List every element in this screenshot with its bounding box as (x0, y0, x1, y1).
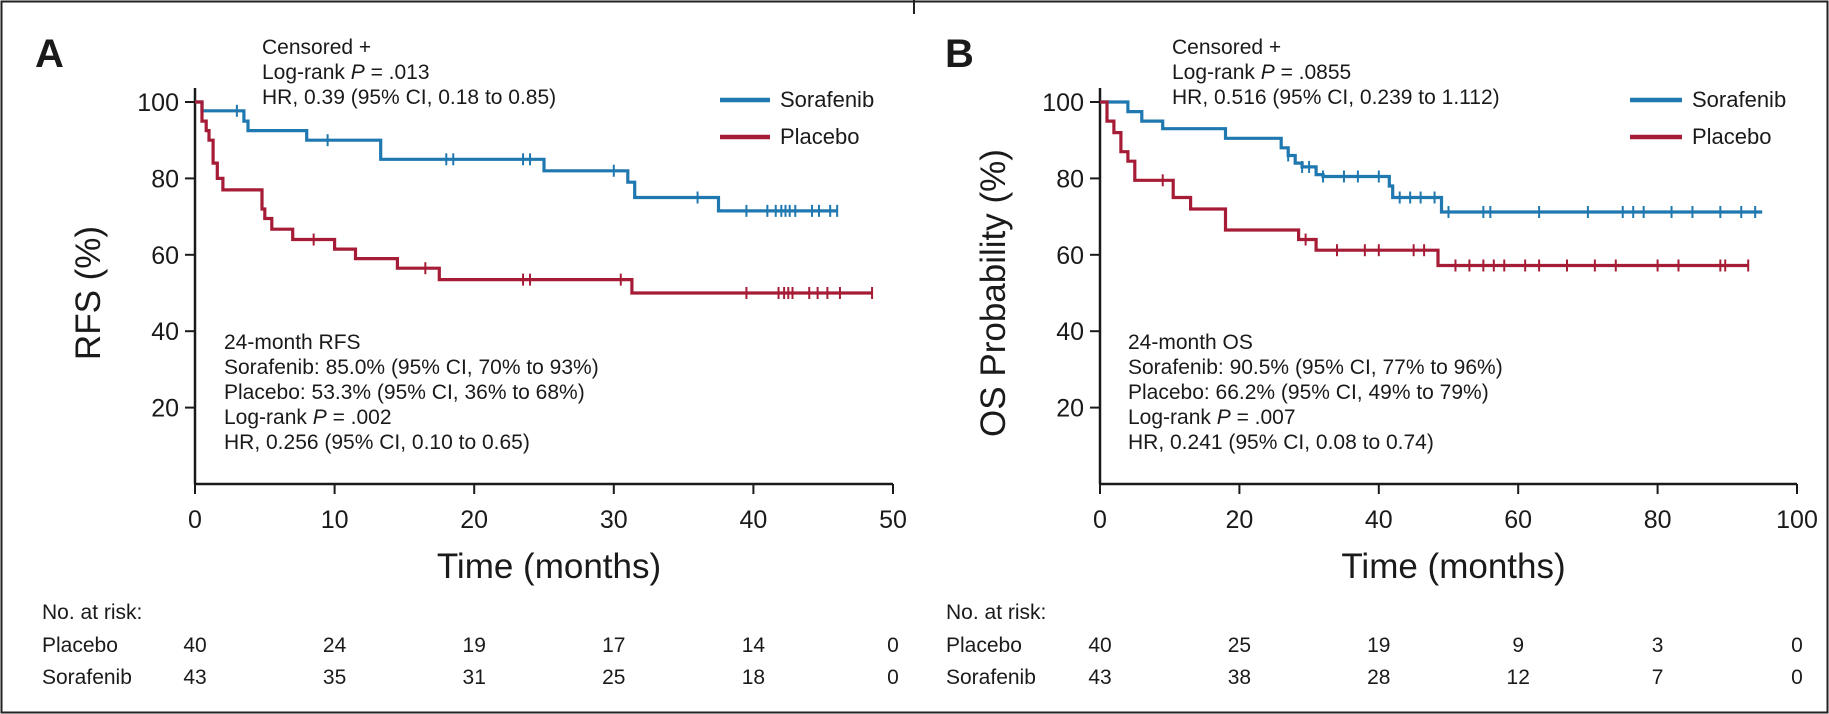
km-curve-sorafenib (1100, 100, 1763, 214)
stat-bottom-line: Sorafenib: 85.0% (95% CI, 70% to 93%) (224, 356, 599, 379)
risk-count: 19 (463, 634, 486, 657)
stat-top-line: Log-rank P = .0855 (1172, 61, 1351, 84)
y-tick-label: 100 (137, 89, 179, 117)
y-axis-title: OS Probability (%) (974, 149, 1013, 437)
risk-count: 18 (742, 666, 765, 689)
x-tick-label: 0 (1093, 506, 1107, 534)
risk-row-label-placebo: Placebo (946, 634, 1022, 657)
risk-count: 40 (1088, 634, 1111, 657)
risk-row-label-sorafenib: Sorafenib (42, 666, 132, 689)
x-tick-label: 20 (1225, 506, 1253, 534)
legend-label-sorafenib: Sorafenib (780, 87, 874, 112)
risk-count: 9 (1512, 634, 1524, 657)
risk-count: 35 (323, 666, 346, 689)
risk-count: 19 (1367, 634, 1390, 657)
legend-label-placebo: Placebo (780, 124, 860, 149)
x-axis-title: Time (months) (1341, 547, 1565, 586)
y-tick-label: 60 (1056, 242, 1084, 270)
risk-count: 43 (183, 666, 206, 689)
stat-top-line: Log-rank P = .013 (262, 61, 430, 84)
x-tick-label: 0 (188, 506, 202, 534)
risk-count: 28 (1367, 666, 1390, 689)
risk-count: 24 (323, 634, 347, 657)
risk-count: 0 (887, 666, 899, 689)
risk-count: 17 (602, 634, 625, 657)
risk-count: 0 (1791, 666, 1803, 689)
risk-count: 43 (1088, 666, 1111, 689)
x-tick-label: 40 (739, 506, 767, 534)
y-tick-label: 80 (1056, 165, 1084, 193)
risk-count: 0 (887, 634, 899, 657)
stat-bottom-line: HR, 0.256 (95% CI, 0.10 to 0.65) (224, 431, 530, 454)
panel-letter-b: B (945, 32, 974, 76)
risk-count: 0 (1791, 634, 1803, 657)
x-tick-label: 50 (879, 506, 907, 534)
risk-count: 14 (742, 634, 766, 657)
risk-count: 25 (602, 666, 625, 689)
risk-count: 7 (1652, 666, 1664, 689)
legend-label-placebo: Placebo (1692, 124, 1772, 149)
y-tick-label: 40 (151, 318, 179, 346)
censored-legend: Censored + (1172, 36, 1281, 59)
km-curve-placebo (1100, 100, 1749, 268)
y-tick-label: 20 (1056, 395, 1084, 423)
risk-row-label-placebo: Placebo (42, 634, 118, 657)
panel-a: A 20 40 60 80 100 0 10 20 30 40 50 Time (months) RFS … (35, 32, 907, 689)
risk-count: 38 (1228, 666, 1251, 689)
stat-bottom-line: 24-month RFS (224, 331, 361, 354)
y-tick-label: 40 (1056, 318, 1084, 346)
stat-bottom-line: Placebo: 66.2% (95% CI, 49% to 79%) (1128, 381, 1489, 404)
stat-top-line: HR, 0.39 (95% CI, 0.18 to 0.85) (262, 86, 556, 109)
risk-count: 12 (1507, 666, 1530, 689)
y-tick-label: 80 (151, 165, 179, 193)
stat-bottom-line: Placebo: 53.3% (95% CI, 36% to 68%) (224, 381, 585, 404)
x-tick-label: 20 (460, 506, 488, 534)
legend-label-sorafenib: Sorafenib (1692, 87, 1786, 112)
x-tick-label: 40 (1365, 506, 1393, 534)
stat-bottom-line: HR, 0.241 (95% CI, 0.08 to 0.74) (1128, 431, 1434, 454)
stat-bottom-line: Sorafenib: 90.5% (95% CI, 77% to 96%) (1128, 356, 1503, 379)
censored-legend: Censored + (262, 36, 371, 59)
risk-table-title: No. at risk: (946, 601, 1046, 624)
panel-b: B 20 40 60 80 100 0 20 40 60 80 100 Time (months) OS … (945, 32, 1818, 689)
km-curve-placebo (195, 100, 873, 295)
x-tick-label: 60 (1504, 506, 1532, 534)
risk-count: 31 (463, 666, 486, 689)
y-tick-label: 20 (151, 395, 179, 423)
x-tick-label: 80 (1644, 506, 1672, 534)
x-tick-label: 100 (1776, 506, 1818, 534)
risk-row-label-sorafenib: Sorafenib (946, 666, 1036, 689)
km-curve-sorafenib (195, 100, 838, 213)
x-axis-title: Time (months) (437, 547, 661, 586)
risk-count: 3 (1652, 634, 1664, 657)
y-tick-label: 60 (151, 242, 179, 270)
panel-letter-a: A (35, 32, 64, 76)
x-tick-label: 10 (321, 506, 349, 534)
risk-table-title: No. at risk: (42, 601, 142, 624)
x-tick-label: 30 (600, 506, 628, 534)
risk-count: 25 (1228, 634, 1251, 657)
risk-count: 40 (183, 634, 206, 657)
stat-bottom-line: 24-month OS (1128, 331, 1253, 354)
y-axis-title: RFS (%) (69, 226, 108, 360)
stat-top-line: HR, 0.516 (95% CI, 0.239 to 1.112) (1172, 86, 1500, 109)
stat-bottom-line: Log-rank P = .007 (1128, 406, 1296, 429)
y-tick-label: 100 (1042, 89, 1084, 117)
stat-bottom-line: Log-rank P = .002 (224, 406, 392, 429)
